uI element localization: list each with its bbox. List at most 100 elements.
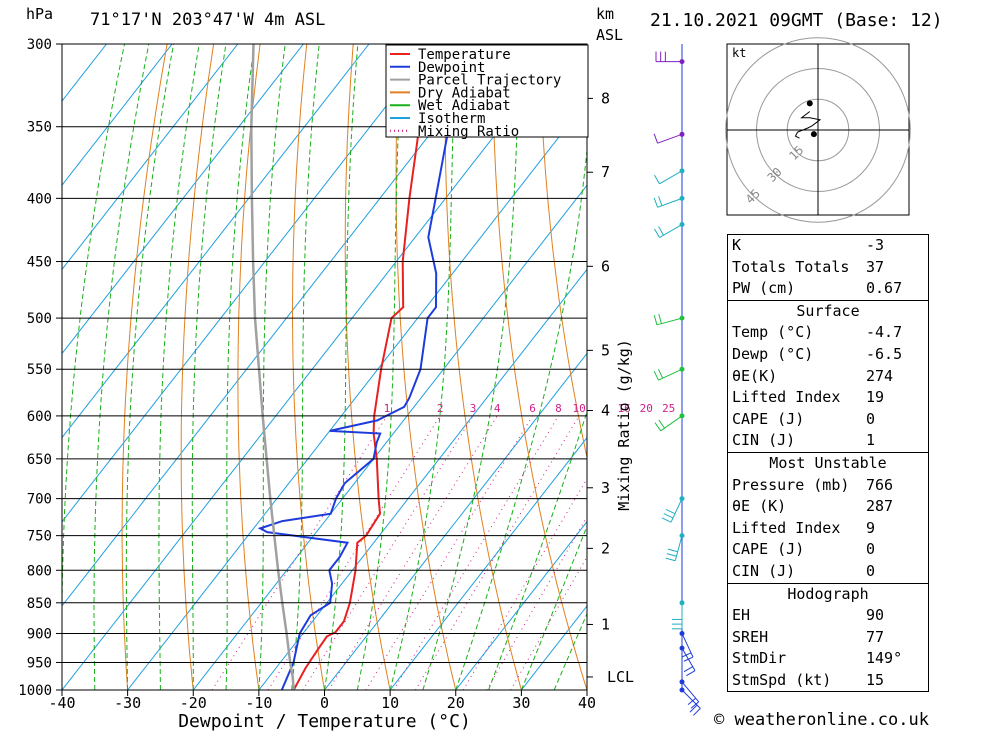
legend-label: Mixing Ratio (418, 124, 519, 140)
legend-label: Wet Adiabat (418, 98, 511, 114)
wet-adiabat-line (225, 44, 255, 690)
x-tick-label: -20 (180, 694, 207, 712)
pressure-tick-label: 800 (27, 563, 52, 579)
indices-panel: K -3 Totals Totals 37 PW (cm) 0.67 Surface … (727, 234, 929, 693)
index-label: Dewp (°C) (732, 344, 814, 363)
km-tick-label: 7 (601, 163, 610, 181)
index-value: 0 (866, 561, 876, 580)
index-row: StmDir 149° (728, 648, 928, 670)
index-label: PW (cm) (732, 279, 796, 298)
pressure-tick-label: 900 (27, 626, 52, 642)
wind-barb (665, 533, 685, 562)
parcel-trajectory-line (250, 44, 295, 690)
wet-adiabat-line (62, 44, 125, 690)
x-tick-label: 20 (447, 694, 465, 712)
index-row: Lifted Index 19 (728, 387, 928, 409)
wet-adiabat-line (422, 44, 521, 690)
x-tick-label: 0 (320, 694, 329, 712)
hpa-label: hPa (26, 5, 54, 23)
most-unstable-section: Most Unstable Pressure (mb) 766 θE (K) 287… (728, 451, 928, 583)
dry-adiabat-line (291, 44, 325, 690)
mixing-ratio-label: 6 (529, 402, 536, 415)
index-value: 0 (866, 409, 876, 428)
mixing-ratio-line (302, 415, 474, 690)
wind-barb-staff (658, 368, 683, 381)
mixing-ratio-label: 3 (470, 402, 477, 415)
basic-indices: K -3 Totals Totals 37 PW (cm) 0.67 (728, 235, 928, 300)
pressure-tick-label: 750 (27, 529, 52, 545)
asl-label: ASL (596, 26, 624, 44)
wet-adiabat-line (324, 44, 359, 690)
mixing-ratio-line (267, 415, 441, 690)
index-row: StmSpd (kt) 15 (728, 670, 928, 692)
wind-barb-flag (666, 553, 677, 557)
wind-barb-flag (683, 656, 694, 662)
km-tick-label: 6 (601, 257, 610, 275)
wind-barb (672, 600, 685, 630)
wind-barb (679, 679, 700, 709)
mixing-ratio-line (393, 415, 559, 690)
index-value: 0.67 (866, 279, 903, 298)
wind-barb (653, 131, 685, 144)
wind-barb-flag (661, 517, 672, 523)
km-tick-label: 3 (601, 479, 610, 497)
wind-barb (655, 51, 685, 65)
pressure-tick-label: 450 (27, 255, 52, 271)
index-row: SREH 77 (728, 627, 928, 649)
wind-barb-staff (660, 415, 683, 432)
dry-adiabat-line (492, 44, 587, 690)
site-credit[interactable]: © weatheronline.co.uk (714, 710, 929, 730)
legend-label: Dewpoint (418, 60, 485, 76)
x-tick-label: 40 (578, 694, 596, 712)
wind-barb (654, 168, 685, 185)
right-axis-label: Mixing Ratio (g/kg) (615, 339, 633, 511)
wind-barb-staff (659, 224, 683, 238)
mixing-ratio-label: 1 (384, 402, 391, 415)
wind-barb-flag (658, 226, 664, 236)
wet-adiabat-line (553, 612, 587, 690)
wind-barb (661, 496, 685, 523)
isotherm-line (62, 44, 567, 690)
wind-barb-staff (657, 133, 683, 144)
index-value: 287 (866, 497, 894, 516)
legend-label: Isotherm (418, 111, 485, 127)
index-row: Temp (°C) -4.7 (728, 322, 928, 344)
wind-barb-staff (656, 317, 683, 326)
wind-barb-flag (653, 197, 659, 208)
index-label: Totals Totals (732, 257, 850, 276)
mixing-ratio-label: 20 (640, 402, 653, 415)
km-tick-label: 2 (601, 539, 610, 557)
index-value: 1 (866, 431, 876, 450)
pressure-tick-label: 550 (27, 362, 52, 378)
location-title: 71°17'N 203°47'W 4m ASL (90, 10, 326, 30)
index-row: θE (K) 287 (728, 496, 928, 518)
index-row: CIN (J) 0 (728, 561, 928, 583)
index-label: θE(K) (732, 366, 778, 385)
wind-barb-flag (665, 557, 676, 562)
datetime-title: 21.10.2021 09GMT (Base: 12) (650, 10, 943, 31)
index-label: Pressure (mb) (732, 475, 850, 494)
wind-barb-flag (653, 133, 659, 144)
index-row: CAPE (J) 0 (728, 409, 928, 431)
index-row: θE(K) 274 (728, 366, 928, 388)
pressure-tick-label: 1000 (18, 683, 52, 699)
pressure-tick-label: 700 (27, 492, 52, 508)
wind-barb-staff (670, 498, 683, 523)
legend-label: Dry Adiabat (418, 85, 511, 101)
index-row: Dewp (°C) -6.5 (728, 344, 928, 366)
wind-barb (653, 195, 685, 208)
index-value: 274 (866, 366, 894, 385)
index-value: 77 (866, 627, 885, 646)
pressure-tick-label: 350 (27, 120, 52, 136)
dry-adiabat-line (444, 44, 522, 690)
mixing-ratio-label: 25 (662, 402, 675, 415)
index-row-totals: Totals Totals 37 (728, 257, 928, 279)
wind-barb (654, 222, 685, 238)
x-tick-label: 30 (512, 694, 530, 712)
index-value: 90 (866, 606, 885, 625)
index-label: θE (K) (732, 497, 787, 516)
dry-adiabat-line (237, 44, 261, 690)
x-tick-label: -30 (114, 694, 141, 712)
index-row-pw: PW (cm) 0.67 (728, 278, 928, 300)
